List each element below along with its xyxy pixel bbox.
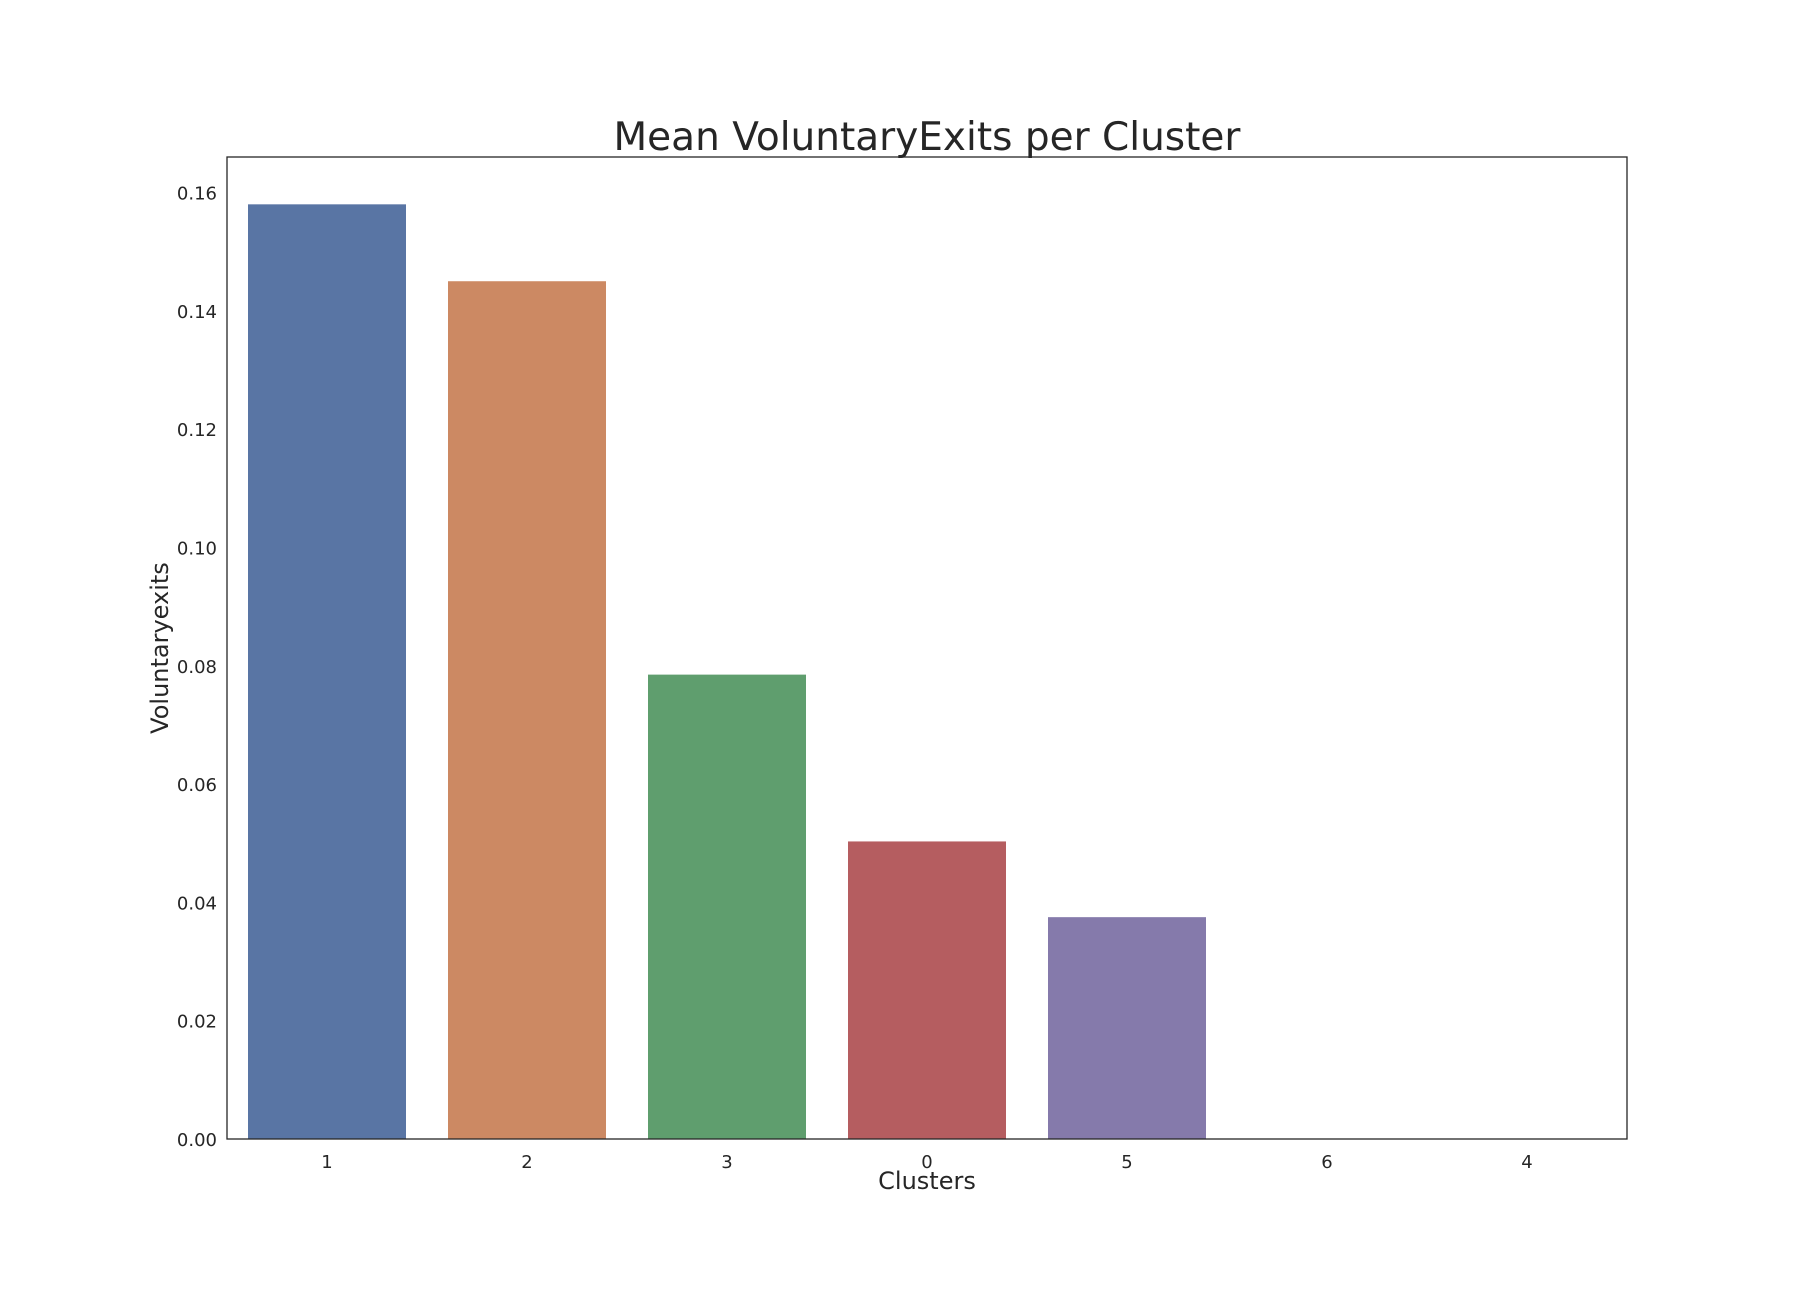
y-tick-label: 0.08 <box>177 657 217 678</box>
y-axis-ticks: 0.00 0.02 0.04 0.06 0.08 0.10 0.12 0.14 0.16 <box>177 183 217 1151</box>
y-tick-label: 0.06 <box>177 775 217 796</box>
plot-frame <box>226 156 1628 1140</box>
y-axis-label: Voluntaryexits <box>146 562 174 734</box>
x-tick-label: 4 <box>1521 1152 1532 1173</box>
x-axis-ticks: 1 2 3 0 5 6 4 <box>321 1152 1532 1173</box>
y-tick-label: 0.16 <box>177 183 217 204</box>
x-tick-label: 2 <box>521 1152 532 1173</box>
y-tick-label: 0.02 <box>177 1012 217 1033</box>
bar-cluster-2 <box>448 281 606 1140</box>
bars-group <box>248 204 1206 1140</box>
y-tick-label: 0.00 <box>177 1130 217 1151</box>
bar-cluster-5 <box>1048 917 1206 1139</box>
x-tick-label: 6 <box>1321 1152 1332 1173</box>
y-tick-label: 0.12 <box>177 420 217 441</box>
x-tick-label: 5 <box>1121 1152 1132 1173</box>
y-tick-label: 0.14 <box>177 302 217 323</box>
y-tick-label: 0.04 <box>177 893 217 914</box>
x-tick-label: 3 <box>721 1152 732 1173</box>
x-axis-label: Clusters <box>878 1167 976 1195</box>
x-tick-label: 0 <box>921 1152 932 1173</box>
bar-cluster-0 <box>848 841 1006 1139</box>
bar-cluster-3 <box>648 674 806 1139</box>
chart-title: Mean VoluntaryExits per Cluster <box>614 115 1242 160</box>
x-tick-label: 1 <box>321 1152 332 1173</box>
bar-cluster-1 <box>248 204 406 1139</box>
y-tick-label: 0.10 <box>177 538 217 559</box>
